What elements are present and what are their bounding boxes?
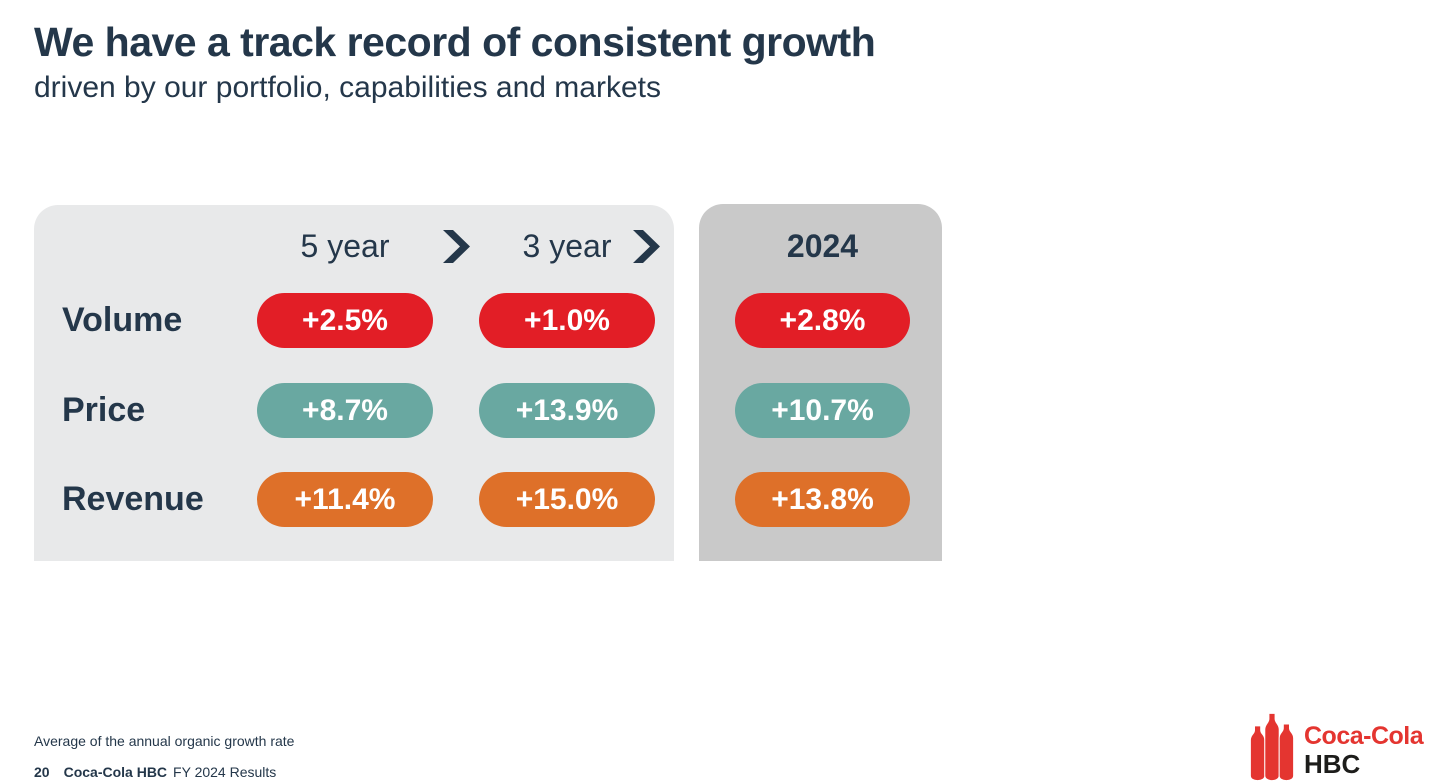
page-number: 20 [34,764,50,780]
value-pill-volume-5-year: +2.5% [257,293,433,348]
value-pill-volume-3-year: +1.0% [479,293,655,348]
column-header-3-year: 3 year [522,228,612,264]
value-pill-price-5-year: +8.7% [257,383,433,438]
value-pill-price-3-year: +13.9% [479,383,655,438]
footer-document-name: FY 2024 Results [173,764,277,780]
row-label-revenue: Revenue [62,480,204,518]
column-header-5-year: 5 year [300,228,390,264]
logo-text: Coca-Cola HBC [1304,712,1424,779]
value-pill-volume-2024: +2.8% [735,293,910,348]
value-pill-revenue-2024: +13.8% [735,472,910,527]
coca-cola-hbc-logo: Coca-Cola HBC [1248,712,1424,782]
value-pill-price-2024: +10.7% [735,383,910,438]
logo-brand-name: Coca-Cola [1304,722,1424,750]
footnote: Average of the annual organic growth rat… [34,733,295,749]
column-header-2024: 2024 [786,228,859,264]
chevron-right-icon [443,230,470,263]
bottles-icon [1249,712,1295,782]
footer-brand: Coca-Cola HBC [63,764,168,780]
chevron-right-icon [633,230,660,263]
page-title: We have a track record of consistent gro… [34,19,876,65]
page-subtitle: driven by our portfolio, capabilities an… [34,71,661,104]
value-pill-revenue-3-year: +15.0% [479,472,655,527]
row-label-volume: Volume [62,301,183,339]
logo-sub-brand: HBC [1304,749,1361,779]
footer: 20 Coca-Cola HBC FY 2024 Results [34,764,276,780]
value-pill-revenue-5-year: +11.4% [257,472,433,527]
row-label-price: Price [62,391,146,429]
